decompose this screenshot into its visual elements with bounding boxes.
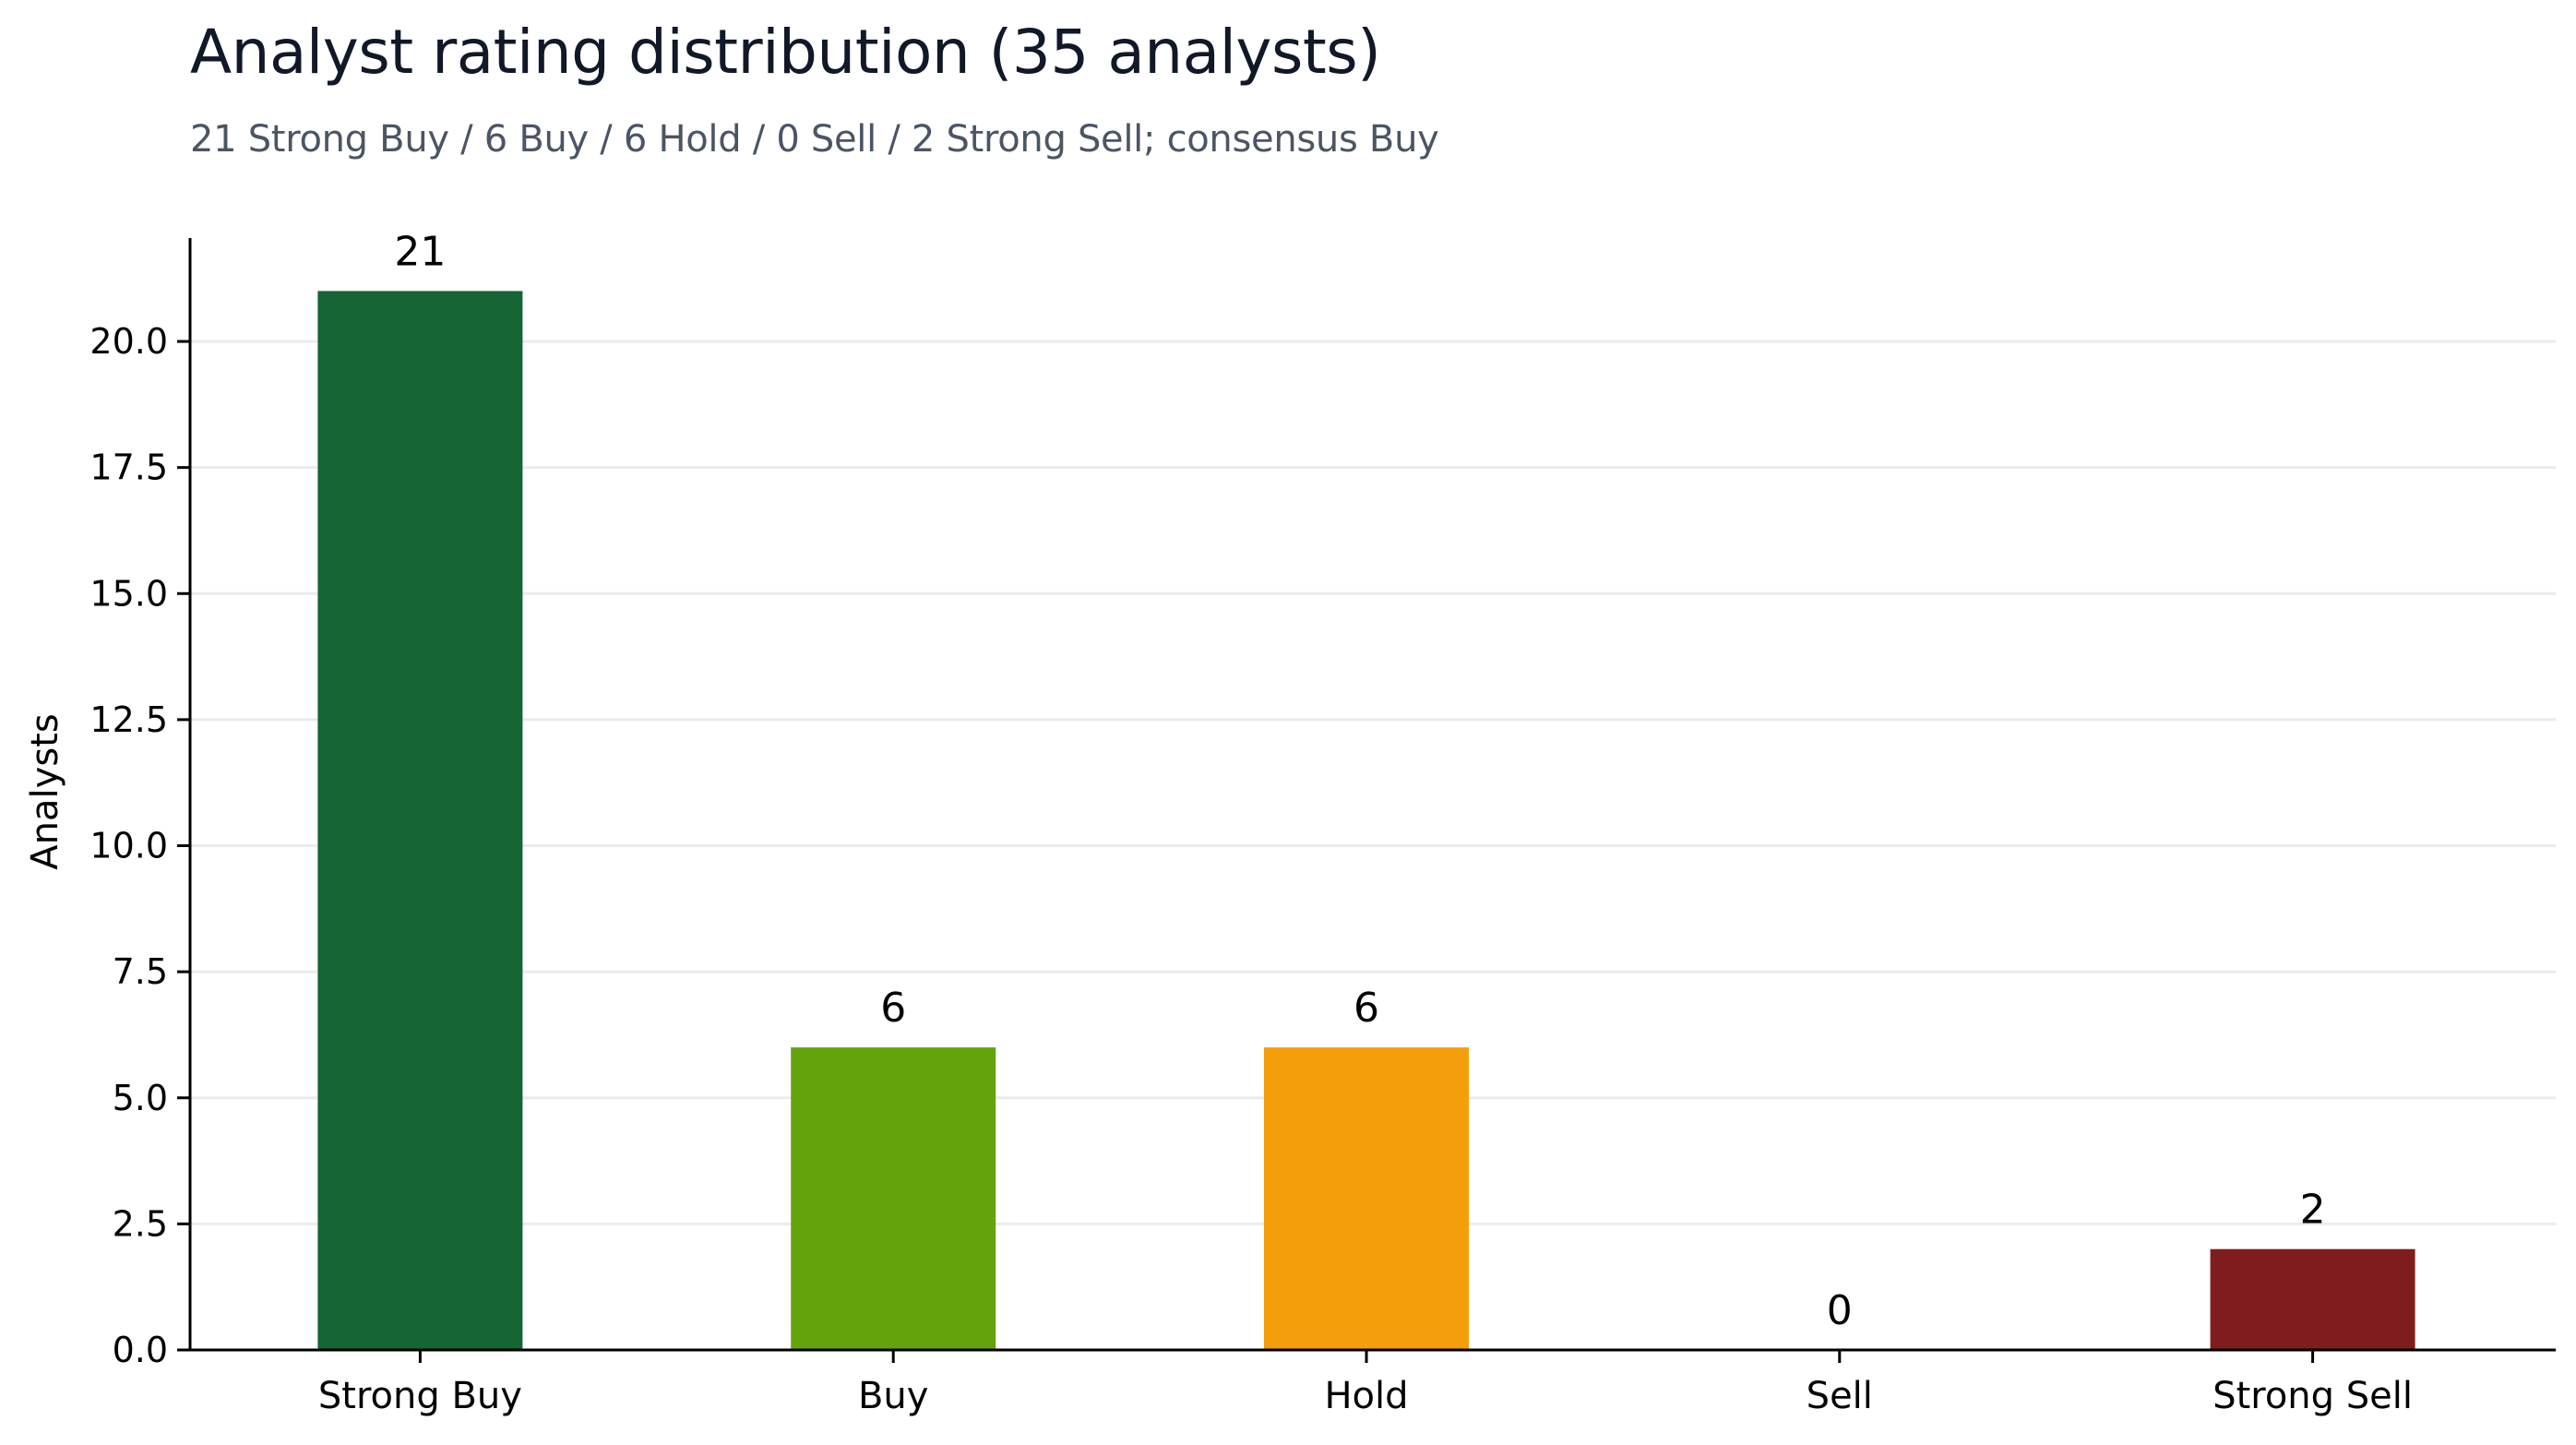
- bar-value-label: 2: [2300, 1187, 2326, 1234]
- x-tick-label: Strong Buy: [318, 1375, 522, 1417]
- x-tick-label: Buy: [858, 1375, 928, 1417]
- bar-strong-buy: [317, 291, 523, 1350]
- y-tick-label: 12.5: [89, 699, 168, 740]
- chart-title: Analyst rating distribution (35 analysts…: [190, 17, 1381, 88]
- y-tick-label: 20.0: [89, 321, 168, 362]
- grid-layer: [190, 340, 2556, 1225]
- bar-value-label: 6: [880, 985, 906, 1032]
- x-tick-label: Sell: [1807, 1375, 1873, 1417]
- y-tick-label: 5.0: [113, 1078, 168, 1118]
- y-tick-label: 17.5: [89, 448, 168, 488]
- chart-subtitle: 21 Strong Buy / 6 Buy / 6 Hold / 0 Sell …: [190, 118, 1439, 161]
- x-tick-label: Strong Sell: [2212, 1375, 2413, 1417]
- axis-layer: [177, 238, 2556, 1363]
- bar-buy: [791, 1047, 996, 1350]
- bar-hold: [1264, 1047, 1469, 1350]
- y-axis-title: Analysts: [24, 713, 66, 869]
- bar-layer: [317, 291, 2415, 1350]
- bar-strong-sell: [2210, 1248, 2415, 1350]
- y-tick-label: 2.5: [113, 1203, 168, 1244]
- y-tick-label: 7.5: [113, 951, 168, 992]
- x-tick-label: Hold: [1324, 1375, 1408, 1417]
- label-layer: 0.0 2.5 5.0 7.5 10.0 12.5 15.0 17.5 20.0 Strong B…: [89, 228, 2413, 1417]
- bar-value-label: 0: [1827, 1287, 1853, 1334]
- y-tick-label: 15.0: [89, 573, 168, 614]
- y-tick-label: 0.0: [113, 1330, 168, 1370]
- bar-value-label: 21: [394, 228, 446, 275]
- bar-value-label: 6: [1354, 985, 1379, 1032]
- y-tick-label: 10.0: [89, 826, 168, 866]
